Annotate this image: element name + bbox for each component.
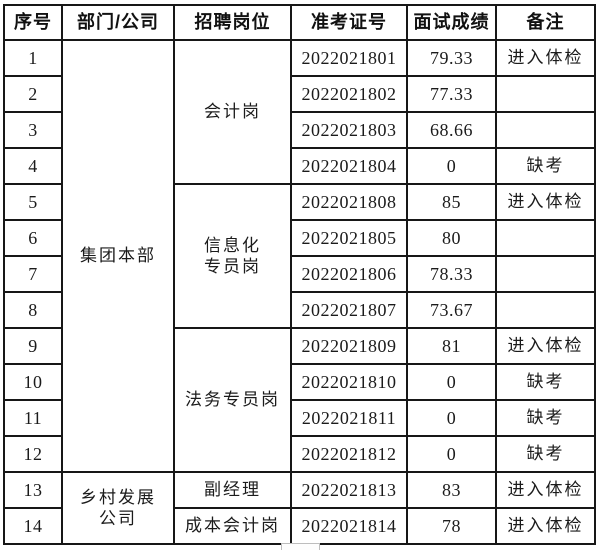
cell-score: 0	[406, 435, 497, 473]
table-body: 1 集团本部 会计岗 2022021801 79.33 进入体检 2 2022021802 77…	[3, 39, 596, 545]
cell-no: 13	[3, 471, 63, 509]
table-row: 4 2022021804 0 缺考	[3, 147, 596, 185]
cell-note	[495, 111, 596, 149]
cell-no: 11	[3, 399, 63, 437]
table-row: 9 法务专员岗 2022021809 81 进入体检	[3, 327, 596, 473]
cell-ticket: 2022021811	[290, 399, 408, 437]
header-row: 序号 部门/公司 招聘岗位 准考证号 面试成绩 备注	[3, 4, 596, 41]
cell-ticket: 2022021806	[290, 255, 408, 293]
column-header-ticket: 准考证号	[290, 4, 408, 41]
cell-no: 7	[3, 255, 63, 293]
table-row: 5 信息化 专员岗 2022021808 85 进入体检	[3, 183, 596, 329]
cell-no: 10	[3, 363, 63, 401]
table-row: 6 2022021805 80	[3, 219, 596, 257]
table-row: 1 集团本部 会计岗 2022021801 79.33 进入体检	[3, 39, 596, 473]
cell-note: 进入体检	[495, 507, 596, 545]
cell-note: 缺考	[495, 399, 596, 437]
cell-score: 80	[406, 219, 497, 257]
table-row: 7 2022021806 78.33	[3, 255, 596, 293]
cell-ticket: 2022021809	[290, 327, 408, 365]
cell-no: 3	[3, 111, 63, 149]
cell-note: 进入体检	[495, 327, 596, 365]
cell-score: 81	[406, 327, 497, 365]
cell-note: 缺考	[495, 435, 596, 473]
cell-score: 79.33	[406, 39, 497, 77]
column-header-remark: 备注	[495, 4, 596, 41]
cell-pos: 法务专员岗	[173, 327, 292, 473]
cell-dept: 乡村发展 公司	[61, 471, 175, 545]
cell-pos: 副经理	[173, 471, 292, 509]
table-header: 序号 部门/公司 招聘岗位 准考证号 面试成绩 备注	[3, 4, 596, 41]
cell-score: 0	[406, 399, 497, 437]
cell-note: 进入体检	[495, 471, 596, 509]
cell-score: 83	[406, 471, 497, 509]
cell-pos: 会计岗	[173, 39, 292, 185]
cell-dept: 集团本部	[61, 39, 175, 473]
cell-no: 5	[3, 183, 63, 221]
cell-score: 0	[406, 363, 497, 401]
table-row: 2 2022021802 77.33	[3, 75, 596, 113]
cell-ticket: 2022021805	[290, 219, 408, 257]
cell-score: 68.66	[406, 111, 497, 149]
table-row: 3 2022021803 68.66	[3, 111, 596, 149]
table-row: 8 2022021807 73.67	[3, 291, 596, 329]
cell-ticket: 2022021810	[290, 363, 408, 401]
cell-note	[495, 291, 596, 329]
cell-ticket: 2022021813	[290, 471, 408, 509]
cell-note: 进入体检	[495, 39, 596, 77]
cell-pos: 成本会计岗	[173, 507, 292, 545]
cell-no: 9	[3, 327, 63, 365]
column-header-position: 招聘岗位	[173, 4, 292, 41]
cell-no: 6	[3, 219, 63, 257]
cell-no: 4	[3, 147, 63, 185]
cell-ticket: 2022021804	[290, 147, 408, 185]
column-header-score: 面试成绩	[406, 4, 497, 41]
cell-no: 14	[3, 507, 63, 545]
cell-note	[495, 75, 596, 113]
cell-ticket: 2022021808	[290, 183, 408, 221]
cell-score: 0	[406, 147, 497, 185]
table-row: 12 2022021812 0 缺考	[3, 435, 596, 473]
cell-note: 缺考	[495, 363, 596, 401]
cell-ticket: 2022021812	[290, 435, 408, 473]
column-header-department: 部门/公司	[61, 4, 175, 41]
cell-score: 73.67	[406, 291, 497, 329]
cell-no: 8	[3, 291, 63, 329]
cell-score: 78.33	[406, 255, 497, 293]
cell-ticket: 2022021807	[290, 291, 408, 329]
cell-note	[495, 255, 596, 293]
cell-score: 77.33	[406, 75, 497, 113]
table-row: 13 乡村发展 公司 副经理 2022021813 83 进入体检	[3, 471, 596, 545]
table-row: 10 2022021810 0 缺考	[3, 363, 596, 401]
interview-results-table: 序号 部门/公司 招聘岗位 准考证号 面试成绩 备注 1 集团本部 会计岗 20220…	[3, 4, 596, 545]
column-header-serial: 序号	[3, 4, 63, 41]
cell-ticket: 2022021801	[290, 39, 408, 77]
table-row: 11 2022021811 0 缺考	[3, 399, 596, 437]
cell-ticket: 2022021803	[290, 111, 408, 149]
table-row: 14 成本会计岗 2022021814 78 进入体检	[3, 507, 596, 545]
cell-ticket: 2022021814	[290, 507, 408, 545]
cell-no: 1	[3, 39, 63, 77]
cell-note: 缺考	[495, 147, 596, 185]
cell-pos: 信息化 专员岗	[173, 183, 292, 329]
cell-ticket: 2022021802	[290, 75, 408, 113]
cell-no: 12	[3, 435, 63, 473]
cell-note	[495, 219, 596, 257]
cell-no: 2	[3, 75, 63, 113]
cell-note: 进入体检	[495, 183, 596, 221]
cell-score: 85	[406, 183, 497, 221]
cell-score: 78	[406, 507, 497, 545]
